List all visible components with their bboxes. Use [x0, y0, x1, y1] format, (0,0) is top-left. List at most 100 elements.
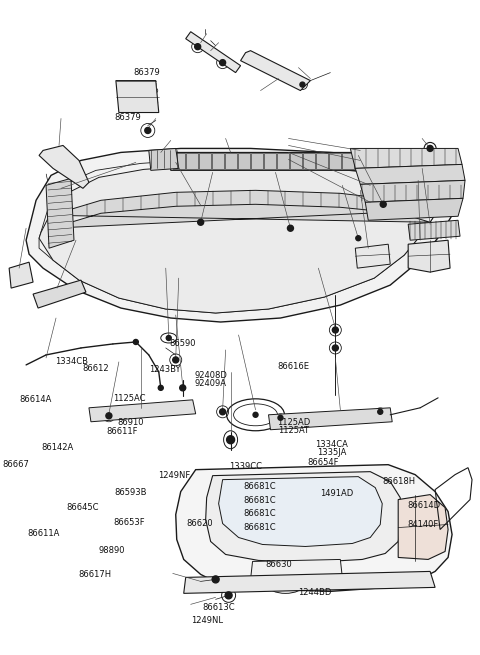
Polygon shape	[408, 220, 460, 240]
Text: 1125AC: 1125AC	[113, 394, 146, 403]
Polygon shape	[39, 145, 89, 189]
Polygon shape	[329, 153, 341, 170]
Text: 86617H: 86617H	[78, 570, 111, 579]
Polygon shape	[205, 472, 402, 563]
Circle shape	[427, 145, 433, 151]
Text: 86667: 86667	[2, 460, 29, 469]
Circle shape	[332, 345, 338, 351]
Text: 86910: 86910	[117, 418, 144, 427]
Polygon shape	[184, 571, 435, 593]
Polygon shape	[169, 153, 375, 170]
Polygon shape	[149, 149, 179, 170]
Text: 86613C: 86613C	[203, 603, 235, 612]
Polygon shape	[33, 280, 86, 308]
Text: 86379: 86379	[115, 113, 142, 122]
Text: 1125AT: 1125AT	[278, 426, 309, 434]
Polygon shape	[350, 149, 462, 168]
Text: 92408D: 92408D	[194, 371, 228, 381]
Text: 1334CB: 1334CB	[56, 357, 88, 366]
Polygon shape	[173, 153, 185, 170]
Text: 1335JA: 1335JA	[317, 448, 346, 457]
Polygon shape	[316, 153, 328, 170]
Circle shape	[300, 82, 305, 87]
Text: 86681C: 86681C	[243, 482, 276, 491]
Polygon shape	[46, 178, 74, 248]
Polygon shape	[26, 149, 458, 322]
Circle shape	[133, 339, 138, 345]
Text: 1244BD: 1244BD	[298, 588, 331, 597]
Text: 1491AD: 1491AD	[320, 489, 353, 498]
Polygon shape	[225, 153, 237, 170]
Polygon shape	[251, 559, 342, 580]
Text: 1243BY: 1243BY	[149, 365, 180, 374]
Text: 86645C: 86645C	[66, 502, 99, 512]
Text: 86653F: 86653F	[114, 517, 145, 527]
Polygon shape	[342, 153, 354, 170]
Text: 84140F: 84140F	[407, 520, 438, 529]
Text: 86142A: 86142A	[42, 443, 74, 451]
Circle shape	[145, 128, 151, 134]
Polygon shape	[89, 400, 196, 422]
Polygon shape	[277, 153, 289, 170]
Polygon shape	[360, 180, 465, 202]
Polygon shape	[251, 153, 263, 170]
Text: 86618H: 86618H	[382, 477, 415, 485]
Text: 86630: 86630	[265, 559, 292, 569]
Circle shape	[278, 415, 283, 421]
Circle shape	[356, 236, 361, 240]
Circle shape	[158, 385, 163, 390]
Polygon shape	[186, 153, 198, 170]
Text: 1334CA: 1334CA	[315, 440, 348, 449]
Circle shape	[198, 219, 204, 225]
Polygon shape	[355, 244, 390, 268]
Text: 86611A: 86611A	[27, 529, 60, 538]
Text: 1125AD: 1125AD	[276, 418, 310, 427]
Polygon shape	[398, 495, 448, 559]
Polygon shape	[240, 50, 311, 90]
Text: 86681C: 86681C	[243, 523, 276, 532]
Polygon shape	[176, 464, 452, 591]
Text: 86593B: 86593B	[114, 488, 147, 496]
Text: 1249NL: 1249NL	[191, 616, 223, 625]
Circle shape	[212, 576, 219, 583]
Circle shape	[380, 201, 386, 207]
Text: 86616E: 86616E	[277, 362, 309, 371]
Polygon shape	[51, 191, 430, 228]
Circle shape	[288, 225, 293, 231]
Polygon shape	[408, 240, 450, 272]
Circle shape	[180, 385, 186, 391]
Polygon shape	[212, 153, 224, 170]
Polygon shape	[355, 164, 465, 184]
Polygon shape	[199, 153, 211, 170]
Text: 86611F: 86611F	[106, 427, 138, 436]
Text: 1249NF: 1249NF	[158, 471, 191, 479]
Circle shape	[220, 409, 226, 415]
Polygon shape	[355, 153, 367, 170]
Text: 98890: 98890	[98, 546, 124, 555]
Text: 86620: 86620	[187, 519, 213, 528]
Polygon shape	[186, 31, 240, 73]
Circle shape	[225, 592, 232, 599]
Polygon shape	[365, 198, 463, 220]
Circle shape	[227, 436, 235, 443]
Circle shape	[173, 357, 179, 363]
Polygon shape	[303, 153, 315, 170]
Text: 86681C: 86681C	[243, 496, 276, 505]
Text: 86681C: 86681C	[243, 509, 276, 518]
Circle shape	[106, 413, 112, 419]
Text: 86612: 86612	[82, 364, 109, 373]
Text: 86590: 86590	[169, 339, 195, 348]
Text: 92409A: 92409A	[195, 379, 227, 388]
Circle shape	[378, 409, 383, 415]
Polygon shape	[116, 81, 159, 113]
Polygon shape	[290, 153, 302, 170]
Circle shape	[195, 44, 201, 50]
Polygon shape	[238, 153, 250, 170]
Text: 1339CC: 1339CC	[229, 462, 262, 470]
Circle shape	[253, 412, 258, 417]
Text: 86614A: 86614A	[19, 395, 52, 404]
Polygon shape	[368, 153, 380, 170]
Polygon shape	[39, 166, 442, 313]
Text: 86654F: 86654F	[307, 458, 339, 466]
Polygon shape	[218, 477, 382, 546]
